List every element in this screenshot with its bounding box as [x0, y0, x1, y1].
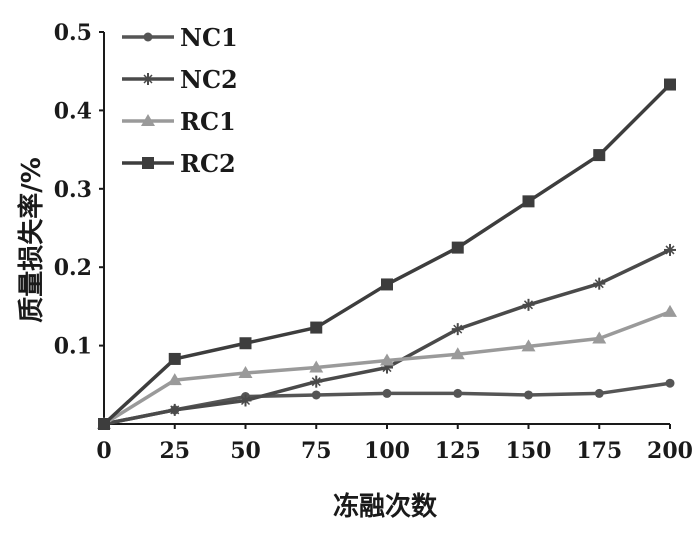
y-axis-title: 质量损失率/% — [16, 157, 47, 323]
x-tick-label: 100 — [364, 438, 410, 464]
data-point-nc2 — [593, 277, 606, 290]
series-nc2 — [98, 243, 676, 430]
data-point-rc2 — [310, 321, 323, 334]
legend-item-nc1: NC1 — [122, 23, 238, 52]
y-tick-label: 0.3 — [54, 177, 92, 203]
tick-labels: 0 25 50 75 100 125 150 175 200 0.1 0.2 0.3 0.4 0.5 — [54, 20, 693, 464]
data-point-nc1 — [524, 390, 533, 400]
data-point-rc2 — [451, 241, 464, 254]
legend-marker-nc1 — [143, 32, 153, 42]
x-tick-label: 75 — [301, 438, 332, 464]
data-point-rc1 — [380, 353, 394, 366]
data-point-nc2 — [664, 243, 676, 256]
data-point-rc1 — [238, 366, 253, 379]
data-point-rc1 — [450, 347, 465, 360]
x-tick-label: 0 — [96, 438, 111, 464]
legend-item-nc2: NC2 — [122, 65, 238, 94]
data-point-nc1 — [665, 378, 675, 388]
data-point-nc1 — [453, 388, 463, 398]
legend-item-rc2: RC2 — [122, 149, 236, 178]
y-tick-label: 0.2 — [54, 255, 92, 281]
x-tick-label: 200 — [647, 438, 693, 464]
y-tick-label: 0.5 — [54, 20, 92, 46]
data-point-rc2 — [98, 418, 110, 430]
data-point-rc2 — [381, 278, 393, 291]
x-tick-label: 125 — [435, 438, 481, 464]
legend-item-rc1: RC1 — [122, 107, 236, 136]
data-point-rc2 — [168, 352, 181, 365]
y-tick-label: 0.4 — [54, 98, 92, 124]
data-point-nc1 — [311, 390, 321, 400]
legend-marker-nc2 — [142, 73, 154, 85]
data-point-nc2 — [451, 323, 464, 336]
data-point-rc2 — [593, 149, 606, 162]
series-rc2 — [98, 78, 676, 430]
data-point-rc2 — [522, 195, 535, 208]
data-point-rc1 — [521, 339, 536, 352]
legend-marker-rc2 — [142, 157, 154, 169]
data-point-nc2 — [239, 394, 252, 407]
legend-label-rc1: RC1 — [180, 107, 236, 136]
series-nc1 — [99, 378, 675, 429]
data-point-rc2 — [664, 78, 676, 91]
x-tick-label: 150 — [506, 438, 552, 464]
data-point-nc1 — [382, 388, 392, 398]
x-axis-title: 冻融次数 — [333, 491, 438, 522]
data-point-nc2 — [168, 403, 181, 416]
data-point-nc1 — [594, 388, 604, 398]
data-point-nc2 — [522, 298, 535, 311]
legend: NC1 NC2 RC1 RC2 — [122, 23, 238, 178]
legend-marker-rc1 — [141, 114, 155, 126]
legend-label-nc1: NC1 — [180, 23, 238, 52]
data-point-rc1 — [309, 360, 324, 373]
series-lines — [97, 78, 677, 430]
x-tick-label: 50 — [230, 438, 261, 464]
data-point-rc1 — [167, 373, 182, 386]
y-tick-label: 0.1 — [54, 334, 92, 360]
x-tick-label: 25 — [159, 438, 190, 464]
data-point-nc2 — [310, 375, 323, 388]
legend-label-rc2: RC2 — [180, 149, 236, 178]
x-tick-label: 175 — [576, 438, 622, 464]
data-point-rc1 — [663, 304, 677, 317]
legend-label-nc2: NC2 — [180, 65, 238, 94]
data-point-rc1 — [592, 331, 607, 344]
data-point-rc2 — [239, 337, 252, 350]
